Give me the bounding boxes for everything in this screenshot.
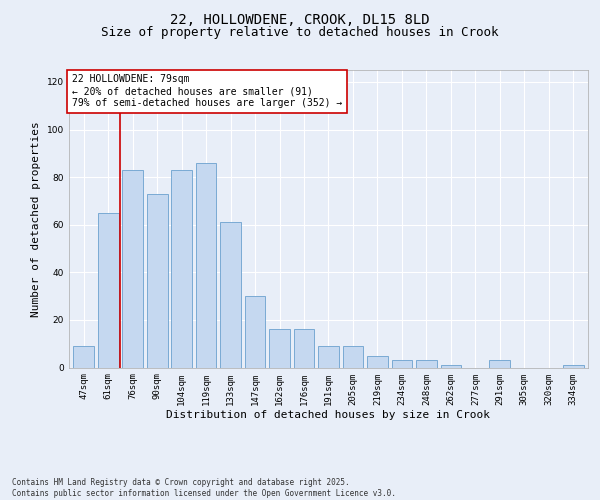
- Bar: [245, 296, 265, 368]
- Bar: [147, 194, 167, 368]
- Bar: [490, 360, 510, 368]
- X-axis label: Distribution of detached houses by size in Crook: Distribution of detached houses by size …: [167, 410, 491, 420]
- Bar: [318, 346, 339, 368]
- Bar: [73, 346, 94, 368]
- Bar: [171, 170, 192, 368]
- Y-axis label: Number of detached properties: Number of detached properties: [31, 121, 41, 316]
- Text: 22, HOLLOWDENE, CROOK, DL15 8LD: 22, HOLLOWDENE, CROOK, DL15 8LD: [170, 12, 430, 26]
- Bar: [122, 170, 143, 368]
- Bar: [416, 360, 437, 368]
- Bar: [196, 163, 217, 368]
- Bar: [367, 356, 388, 368]
- Text: Size of property relative to detached houses in Crook: Size of property relative to detached ho…: [101, 26, 499, 39]
- Bar: [98, 213, 119, 368]
- Bar: [563, 365, 584, 368]
- Bar: [293, 330, 314, 368]
- Text: 22 HOLLOWDENE: 79sqm
← 20% of detached houses are smaller (91)
79% of semi-detac: 22 HOLLOWDENE: 79sqm ← 20% of detached h…: [71, 74, 342, 108]
- Bar: [220, 222, 241, 368]
- Bar: [343, 346, 364, 368]
- Bar: [440, 365, 461, 368]
- Text: Contains HM Land Registry data © Crown copyright and database right 2025.
Contai: Contains HM Land Registry data © Crown c…: [12, 478, 396, 498]
- Bar: [269, 330, 290, 368]
- Bar: [392, 360, 412, 368]
